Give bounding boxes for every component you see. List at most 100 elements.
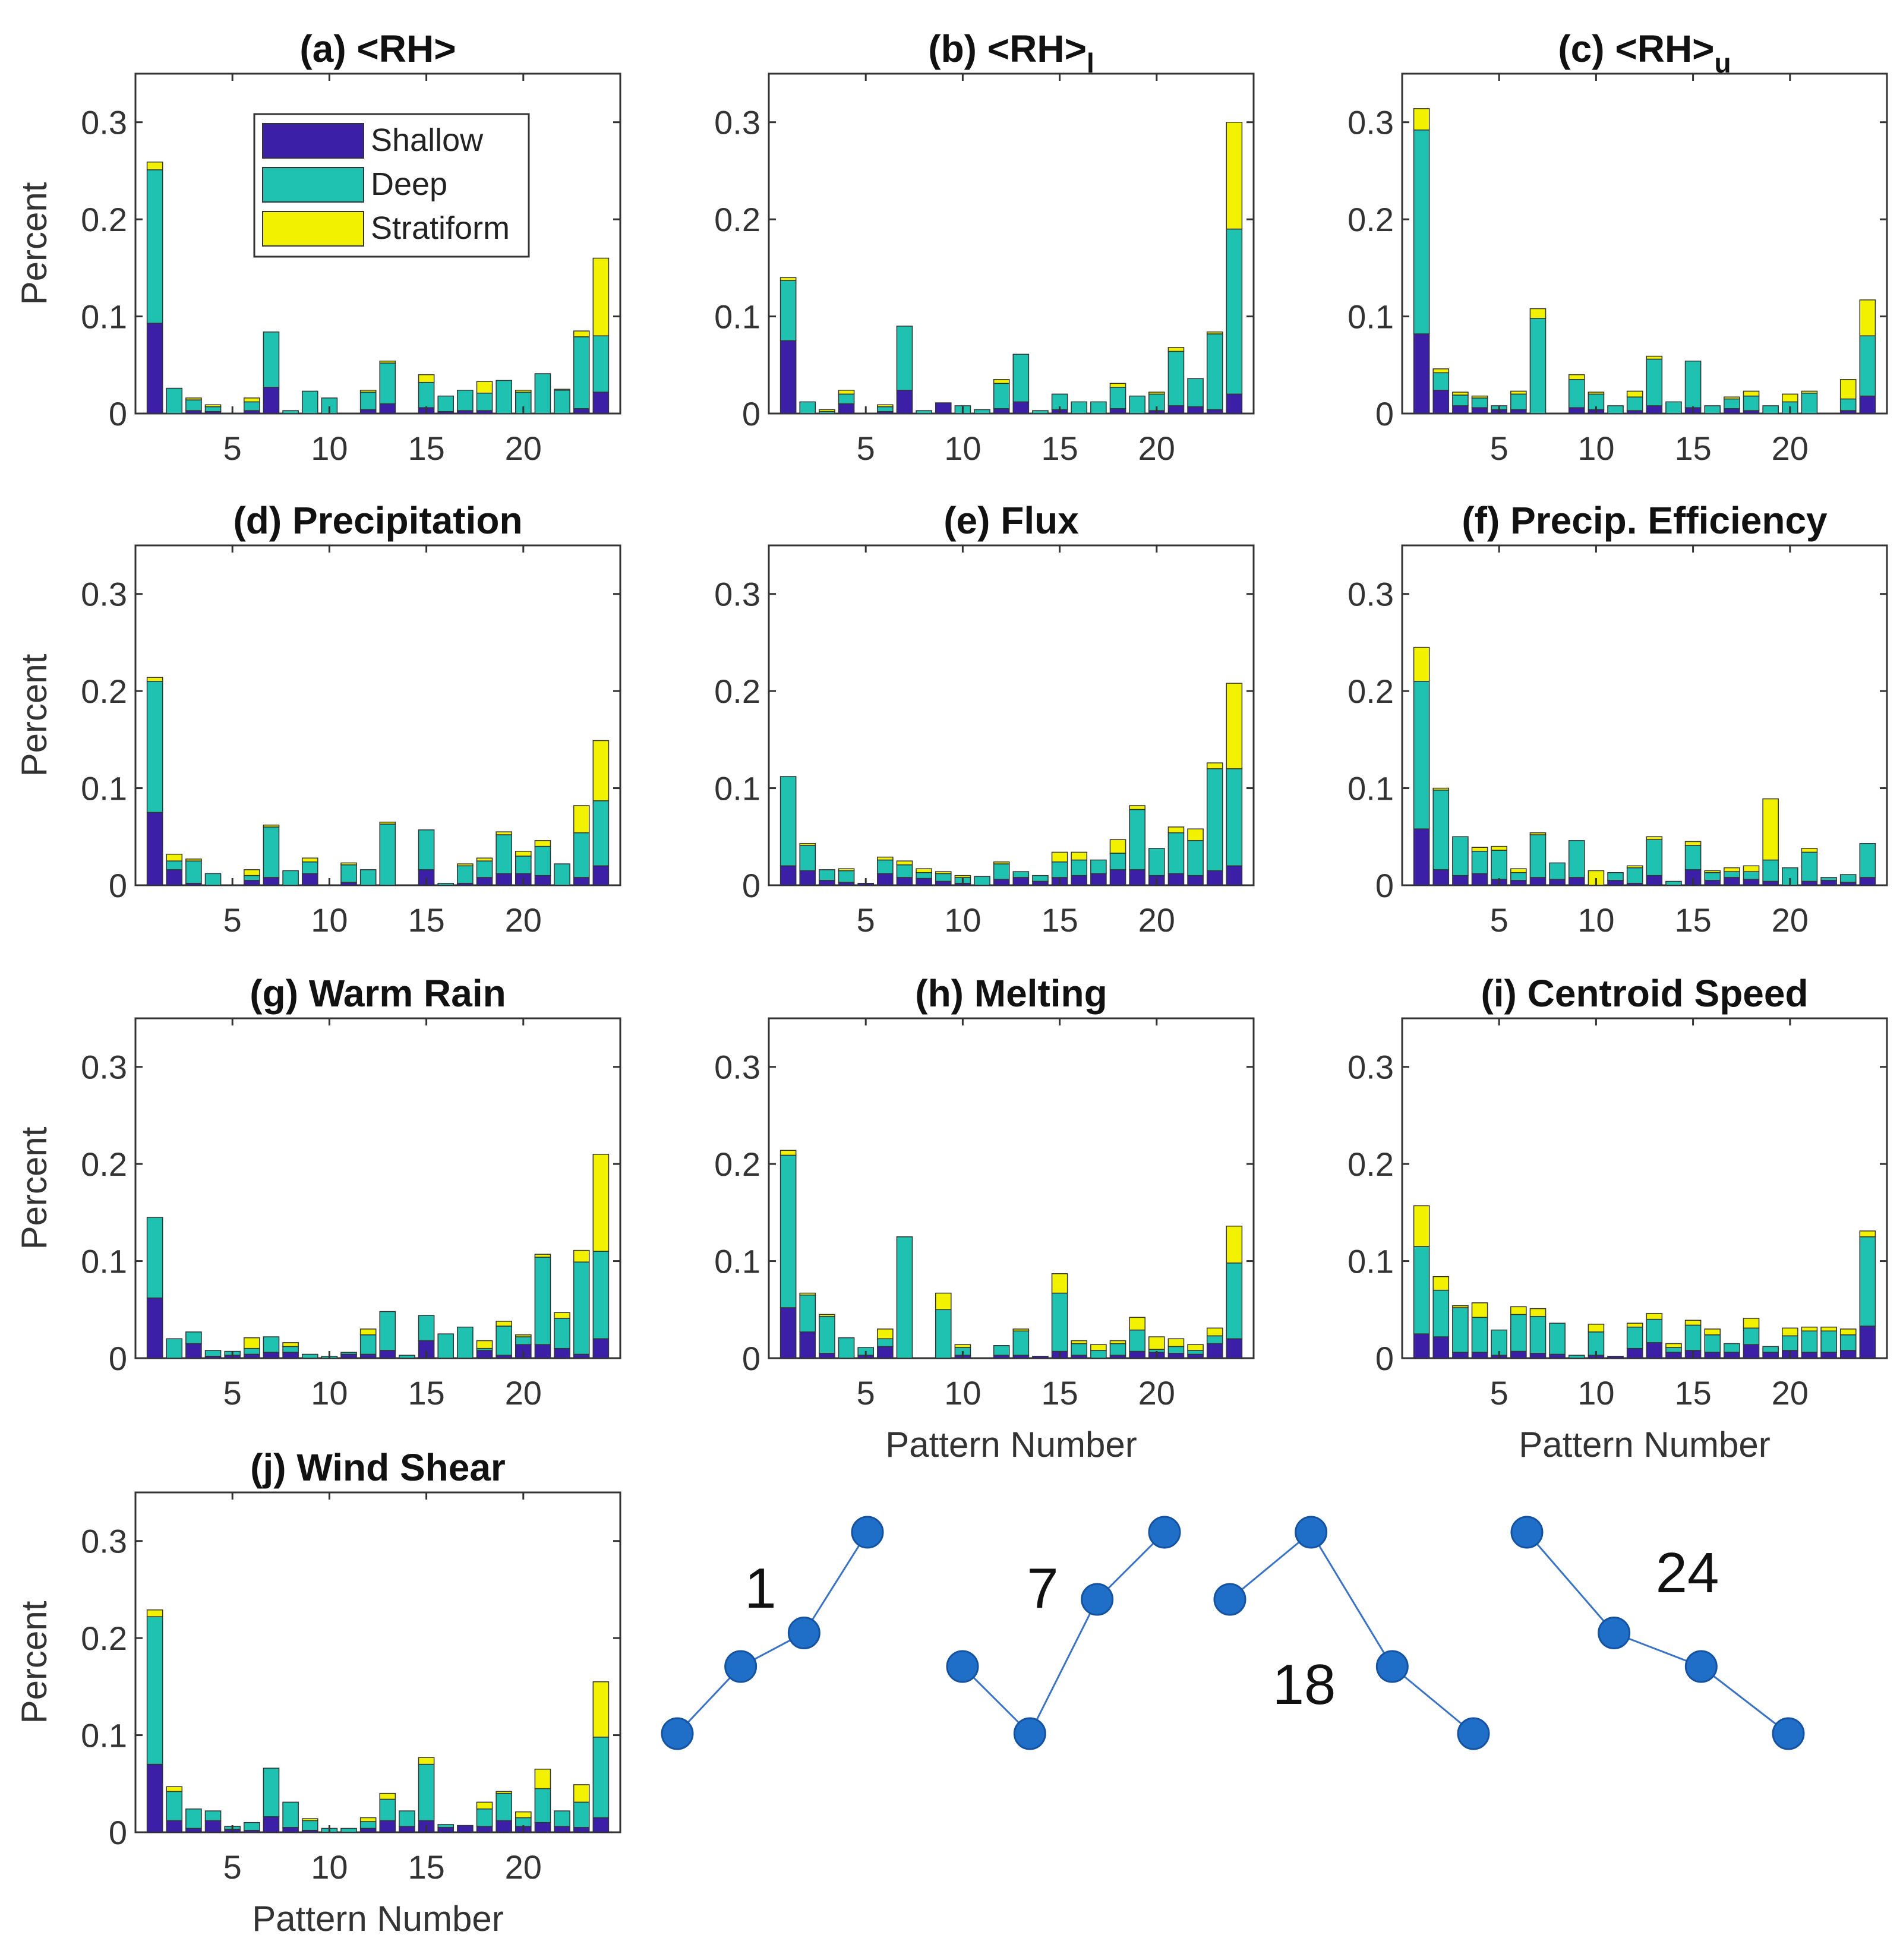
bar-stratiform-6 xyxy=(877,1328,894,1340)
bar-deep-4 xyxy=(1471,1317,1488,1353)
bar-stratiform-23 xyxy=(573,330,590,337)
bar-deep-16 xyxy=(1704,405,1721,414)
bar-stratiform-13 xyxy=(379,360,396,364)
bar-shallow-13 xyxy=(1012,877,1030,886)
motif-node xyxy=(1457,1717,1490,1750)
bar-stratiform-4 xyxy=(1471,1302,1488,1318)
x-tick-label: 5 xyxy=(223,901,242,939)
panel-title: (h) Melting xyxy=(915,972,1107,1015)
bar-shallow-9 xyxy=(935,402,952,414)
bar-shallow-6 xyxy=(1510,1350,1527,1359)
bar-stratiform-9 xyxy=(301,1818,318,1822)
motif-node xyxy=(724,1650,758,1683)
bar-deep-5 xyxy=(1491,850,1508,880)
motif-node xyxy=(946,1650,979,1683)
bar-deep-3 xyxy=(1452,1307,1469,1353)
bar-deep-7 xyxy=(896,864,913,878)
y-tick-label: 0.1 xyxy=(81,1243,127,1280)
panel-title-text: (j) Wind Shear xyxy=(250,1446,506,1489)
bar-stratiform-1 xyxy=(146,677,163,682)
motif-7: 7 xyxy=(946,1516,1181,1750)
bar-deep-4 xyxy=(838,1337,855,1359)
bar-stratiform-1 xyxy=(779,277,797,281)
bar-deep-18 xyxy=(1109,1343,1126,1356)
panel-title: (i) Centroid Speed xyxy=(1481,972,1808,1015)
bar-stratiform-14 xyxy=(1665,1343,1682,1348)
bar-shallow-13 xyxy=(1646,1342,1663,1359)
bar-deep-2 xyxy=(1432,790,1450,870)
y-tick-label: 0.2 xyxy=(714,201,760,238)
bar-deep-14 xyxy=(399,1810,415,1827)
legend-swatch-shallow xyxy=(262,123,364,159)
bar-deep-21 xyxy=(534,1788,551,1823)
bar-shallow-13 xyxy=(379,1350,396,1359)
bar-stratiform-6 xyxy=(1510,868,1527,873)
bar-stratiform-16 xyxy=(1704,1328,1721,1336)
bar-deep-6 xyxy=(244,875,260,881)
bar-stratiform-4 xyxy=(838,390,855,395)
bar-stratiform-20 xyxy=(1781,1327,1798,1337)
bar-shallow-11 xyxy=(1607,1355,1624,1359)
bar-shallow-22 xyxy=(1820,1352,1837,1359)
bar-deep-22 xyxy=(554,1810,570,1827)
bar-stratiform-9 xyxy=(935,1292,952,1311)
bar-stratiform-19 xyxy=(496,831,512,835)
bar-deep-23 xyxy=(1839,1334,1857,1351)
bar-deep-18 xyxy=(476,860,493,878)
bar-deep-1 xyxy=(1413,1246,1430,1334)
x-tick-label: 20 xyxy=(505,901,542,939)
bar-stratiform-12 xyxy=(993,861,1010,864)
bar-deep-23 xyxy=(1206,1335,1223,1344)
y-tick-label: 0.2 xyxy=(714,673,760,710)
bar-deep-13 xyxy=(379,362,396,405)
bar-stratiform-1 xyxy=(1413,646,1430,682)
bar-shallow-18 xyxy=(1743,1344,1760,1359)
bar-deep-14 xyxy=(1032,875,1049,882)
x-tick-label: 5 xyxy=(1490,430,1508,467)
bar-deep-4 xyxy=(204,873,222,886)
bar-deep-24 xyxy=(1859,335,1876,397)
y-tick-label: 0.2 xyxy=(81,1145,127,1183)
bar-shallow-9 xyxy=(935,880,952,886)
bar-deep-1 xyxy=(779,280,797,342)
bar-shallow-2 xyxy=(166,1820,183,1833)
bar-deep-16 xyxy=(1704,1334,1721,1353)
motif-node xyxy=(1148,1516,1181,1549)
bar-deep-23 xyxy=(1206,768,1223,872)
panel-title: (d) Precipitation xyxy=(233,499,522,542)
bar-stratiform-20 xyxy=(515,390,532,393)
bar-stratiform-1 xyxy=(1413,1205,1430,1247)
bar-shallow-19 xyxy=(1762,880,1779,886)
panel-title-text: (a) <RH> xyxy=(299,27,456,70)
y-tick-label: 0.1 xyxy=(714,770,760,807)
bar-stratiform-22 xyxy=(1187,828,1204,841)
bar-deep-19 xyxy=(1129,395,1145,414)
bar-shallow-21 xyxy=(534,875,551,886)
bar-shallow-24 xyxy=(1226,865,1243,886)
bar-shallow-16 xyxy=(1704,1352,1721,1359)
bar-stratiform-24 xyxy=(592,257,610,337)
bar-deep-3 xyxy=(185,1808,202,1829)
bar-shallow-16 xyxy=(1071,875,1088,886)
bar-shallow-6 xyxy=(244,1353,260,1359)
y-tick-label: 0.3 xyxy=(1347,104,1394,141)
bar-deep-13 xyxy=(379,1311,396,1351)
bar-deep-22 xyxy=(1820,1330,1837,1353)
panel-f: 0 0.1 0.2 0.3 5 10 15 20 (f) Precip. Efficiency xyxy=(1347,499,1888,939)
bar-deep-1 xyxy=(146,1616,163,1765)
bar-deep-21 xyxy=(534,1257,551,1345)
bar-stratiform-21 xyxy=(534,840,551,847)
bar-stratiform-2 xyxy=(799,842,816,846)
bar-deep-15 xyxy=(418,1763,435,1822)
bar-stratiform-24 xyxy=(1859,1230,1876,1238)
bar-stratiform-6 xyxy=(244,397,260,403)
bar-stratiform-17 xyxy=(1724,396,1740,400)
bar-stratiform-13 xyxy=(1646,836,1663,840)
bar-stratiform-19 xyxy=(1129,805,1145,810)
bar-shallow-22 xyxy=(554,1826,570,1833)
bar-deep-2 xyxy=(1432,372,1450,391)
panel-title: (a) <RH> xyxy=(299,27,456,70)
bar-stratiform-22 xyxy=(1187,1344,1204,1351)
bar-deep-11 xyxy=(974,409,990,414)
bar-deep-13 xyxy=(1012,1330,1030,1356)
